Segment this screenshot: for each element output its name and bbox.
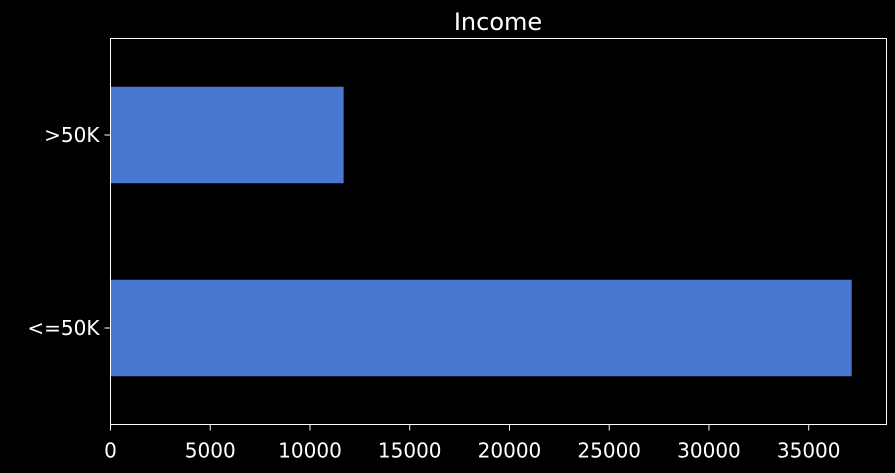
plot-frame <box>110 38 887 425</box>
x-tick-label: 5000 <box>185 439 236 463</box>
y-tick-label: >50K <box>44 123 100 147</box>
x-tick-label: 25000 <box>577 439 641 463</box>
x-tick-label: 10000 <box>278 439 342 463</box>
x-tick-label: 35000 <box>777 439 841 463</box>
x-tick-label: 30000 <box>677 439 741 463</box>
y-axis: <=50K >50K <box>27 123 111 340</box>
x-tick-label: 0 <box>104 439 117 463</box>
x-tick-label: 20000 <box>478 439 542 463</box>
bar-le-50k <box>110 279 852 377</box>
x-axis: 0 5000 10000 15000 20000 25000 30000 35000 <box>104 424 841 463</box>
x-tick-label: 15000 <box>378 439 442 463</box>
chart-title: Income <box>454 8 542 36</box>
bar-gt-50k <box>110 86 344 184</box>
y-tick-label: <=50K <box>27 316 100 340</box>
bars-layer <box>110 86 852 377</box>
